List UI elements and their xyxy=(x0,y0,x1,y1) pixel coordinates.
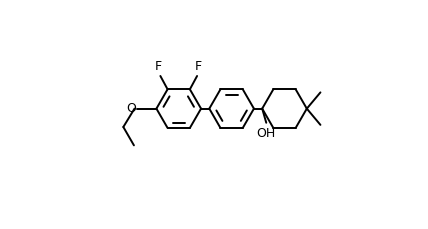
Text: F: F xyxy=(155,60,162,73)
Text: O: O xyxy=(126,102,136,115)
Text: F: F xyxy=(195,60,202,73)
Text: OH: OH xyxy=(256,128,275,140)
